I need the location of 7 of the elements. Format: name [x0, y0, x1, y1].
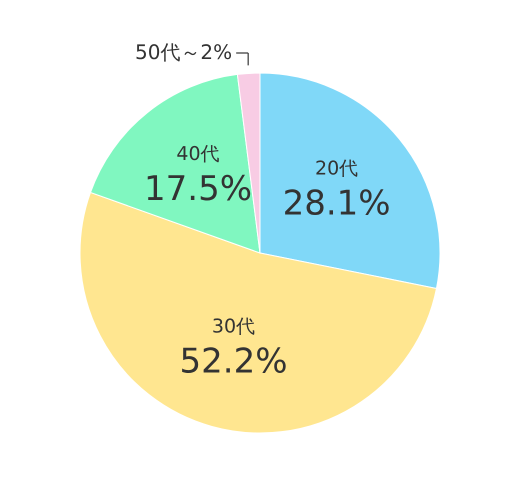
data-label: 28.1% — [282, 183, 391, 224]
slice-label: 50代～2% — [134, 40, 232, 64]
slice-label: 30代 — [212, 315, 256, 338]
slice-label: 20代 — [314, 157, 358, 180]
slice-label: 40代 — [176, 142, 220, 165]
data-label: 52.2% — [180, 341, 288, 382]
data-label: 17.5% — [144, 168, 252, 209]
